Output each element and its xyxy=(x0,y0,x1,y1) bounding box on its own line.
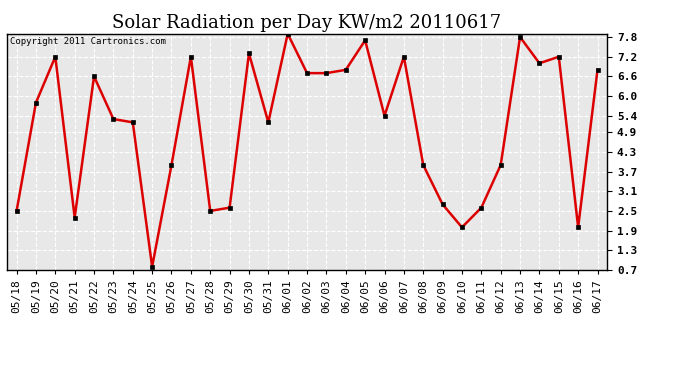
Title: Solar Radiation per Day KW/m2 20110617: Solar Radiation per Day KW/m2 20110617 xyxy=(112,14,502,32)
Text: Copyright 2011 Cartronics.com: Copyright 2011 Cartronics.com xyxy=(10,37,166,46)
